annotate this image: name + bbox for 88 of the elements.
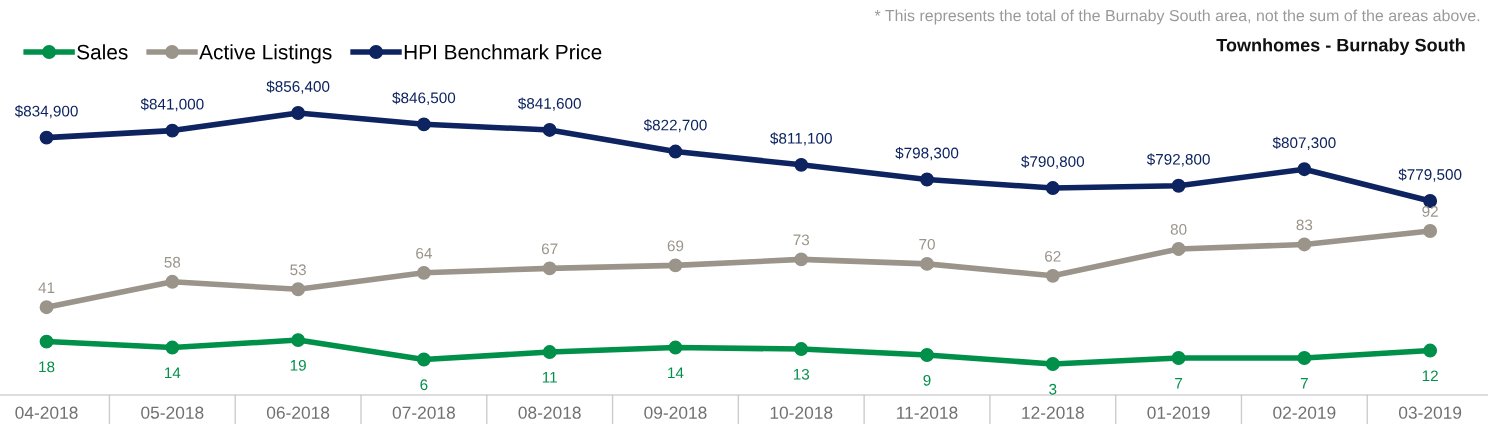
data-label: 7 [1300, 378, 1308, 389]
data-label: $841,600 [517, 97, 581, 111]
point [1171, 178, 1186, 193]
x-tick-label: 08-2018 [518, 406, 581, 419]
data-label: $856,400 [266, 80, 330, 94]
point [165, 274, 180, 289]
x-tick-label: 12-2018 [1022, 406, 1084, 419]
point [291, 106, 306, 120]
point [291, 333, 306, 348]
data-label: 53 [290, 264, 306, 276]
point [542, 261, 557, 276]
data-label: 13 [793, 368, 810, 380]
data-label: 73 [793, 234, 810, 246]
x-tick-label: 02-2019 [1273, 406, 1336, 419]
data-label: 92 [1422, 206, 1438, 217]
point [920, 348, 934, 362]
data-label: $846,500 [392, 91, 456, 106]
point [1423, 343, 1438, 358]
data-label: 41 [38, 282, 55, 293]
legend-label: HPI Benchmark Price [404, 44, 602, 60]
point [542, 345, 557, 359]
point [1423, 224, 1438, 238]
data-label: 64 [416, 247, 432, 259]
data-label: 83 [1296, 219, 1313, 231]
data-label: 11 [542, 372, 557, 383]
point [416, 117, 431, 132]
data-label: $798,300 [895, 146, 959, 161]
point [291, 282, 306, 297]
point [794, 252, 809, 267]
legend-label: Sales [77, 44, 128, 60]
point [542, 122, 557, 137]
data-label: 14 [164, 367, 181, 379]
x-tick-label: 04-2018 [15, 406, 78, 419]
chart-title: Townhomes - Burnaby South [1216, 38, 1465, 56]
x-tick-label: 05-2018 [141, 406, 204, 419]
data-label: $834,900 [14, 105, 78, 119]
data-label: 12 [1422, 370, 1438, 382]
point [39, 130, 54, 145]
data-label: $822,700 [643, 119, 707, 133]
data-label: $779,500 [1398, 168, 1462, 182]
point [165, 340, 180, 355]
data-label: $792,800 [1146, 153, 1210, 167]
data-label: 3 [1049, 383, 1057, 395]
data-label: 69 [667, 240, 684, 252]
point [920, 172, 934, 187]
point [794, 157, 809, 172]
x-tick-label: 06-2018 [266, 406, 330, 419]
data-label: 80 [1170, 223, 1187, 235]
x-tick-label: 09-2018 [644, 406, 707, 419]
text: * This represents the total of the Burnaby South area, not the sum of the areas above. [874, 9, 1480, 25]
x-tick-label: 10-2018 [770, 406, 833, 419]
data-label: $790,800 [1021, 155, 1085, 169]
point [668, 340, 683, 355]
point [1171, 241, 1186, 256]
point [1045, 181, 1060, 196]
legend-label: Active Listings [199, 44, 332, 64]
data-label: $811,100 [770, 132, 832, 146]
x-tick-label: 07-2018 [392, 406, 455, 419]
point [1297, 237, 1312, 252]
point [794, 342, 809, 357]
point [165, 123, 180, 138]
data-label: 67 [541, 243, 558, 255]
data-label: 58 [164, 256, 181, 268]
x-tick-label: 01-2019 [1147, 406, 1210, 419]
x-tick-label: 03-2019 [1398, 406, 1462, 419]
data-label: 6 [420, 379, 428, 391]
point [1045, 268, 1060, 283]
point [920, 256, 934, 271]
point [1297, 351, 1312, 365]
data-label: 70 [919, 238, 935, 250]
x-tick-label: 11-2018 [897, 406, 958, 419]
point [39, 300, 54, 315]
point [416, 352, 431, 367]
point [668, 258, 683, 273]
data-label: 7 [1175, 378, 1183, 389]
point [1171, 351, 1186, 365]
point [416, 265, 431, 280]
data-label: 9 [923, 374, 931, 386]
point [39, 334, 54, 349]
data-label: $807,300 [1272, 136, 1336, 150]
data-label: 18 [39, 361, 55, 373]
data-label: 62 [1045, 250, 1061, 262]
point [1045, 357, 1060, 371]
data-label: $841,000 [140, 98, 204, 112]
data-label: 19 [290, 359, 306, 371]
point [1297, 162, 1312, 177]
data-label: 14 [668, 367, 684, 379]
point [668, 144, 683, 159]
